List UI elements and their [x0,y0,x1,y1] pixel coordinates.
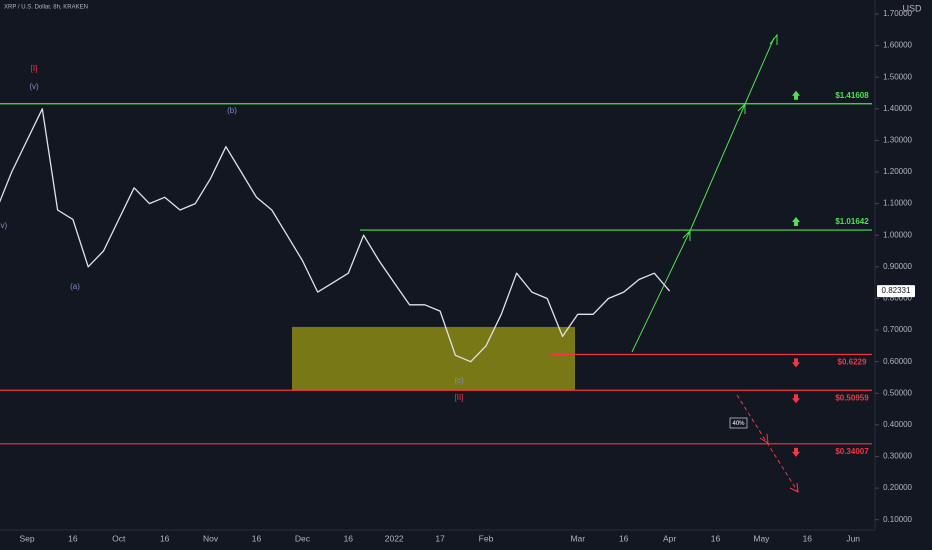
x-tick-label: 17 [435,533,445,543]
x-tick-label: Nov [203,533,219,543]
last-price-label: 0.82331 [882,286,911,295]
x-tick-label: Feb [479,533,494,543]
arrow-head [682,229,691,241]
x-tick-label: Sep [19,533,34,543]
wave-label: iv) [0,221,8,230]
y-tick-label: 0.60000 [883,357,912,366]
y-tick-label: 1.50000 [883,72,912,81]
y-tick-label: 1.60000 [883,41,912,50]
level-label: $0.50959 [835,393,869,402]
level-arrow [792,90,800,100]
level-arrow [792,394,800,404]
price-line [0,108,671,363]
x-tick-label: May [753,533,770,543]
x-tick-label: Apr [663,533,676,543]
probability-box [729,417,748,429]
y-tick-label: 0.90000 [883,262,912,271]
wave-label: [II] [455,393,464,402]
currency: USD [902,3,922,13]
last-price-box [877,285,915,298]
arrow-head [759,433,769,444]
x-tick-label: 16 [252,533,262,543]
wave-label: [I] [31,64,38,73]
support-zone [292,326,575,391]
x-tick-label: 16 [160,533,170,543]
level-label: $1.41608 [835,91,869,100]
level-label: $1.01642 [835,217,869,226]
level-label: $0.34007 [835,447,869,456]
y-tick-label: 1.70000 [883,9,912,18]
y-tick-label: 1.30000 [883,136,912,145]
y-tick-label: 0.40000 [883,420,912,429]
wave-label: (a) [70,282,80,291]
x-tick-label: 16 [803,533,813,543]
wave-label: (v) [29,82,39,91]
level-arrow [792,217,800,227]
x-tick-label: 2022 [385,533,404,543]
arrow-head [769,33,778,45]
x-tick-label: Mar [570,533,585,543]
x-tick-label: 16 [711,533,721,543]
level-arrow [792,447,800,457]
level-arrow [792,358,800,368]
y-tick-label: 0.20000 [883,483,912,492]
y-tick-label: 1.00000 [883,230,912,239]
x-tick-label: 16 [619,533,629,543]
level-label: $0.6229 [838,358,867,367]
x-tick-label: 16 [344,533,354,543]
x-tick-label: Oct [112,533,126,543]
y-tick-label: 0.30000 [883,452,912,461]
x-tick-label: Dec [295,533,311,543]
y-tick-label: 1.10000 [883,199,912,208]
y-tick-label: 1.40000 [883,104,912,113]
x-tick-label: 16 [68,533,78,543]
y-tick-label: 1.20000 [883,167,912,176]
chart-title: XRP / U.S. Dollar, 8h, KRAKEN [4,5,88,11]
arrow-head [789,482,799,493]
wave-label: (c) [454,376,464,385]
projection-up [631,37,775,353]
y-tick-label: 0.10000 [883,515,912,524]
wave-label: (b) [227,106,237,115]
y-tick-label: 0.50000 [883,388,912,397]
x-tick-label: Jun [846,533,860,543]
y-tick-label: 0.80000 [883,294,912,303]
probability-label: 40% [732,421,745,427]
y-tick-label: 0.70000 [883,325,912,334]
